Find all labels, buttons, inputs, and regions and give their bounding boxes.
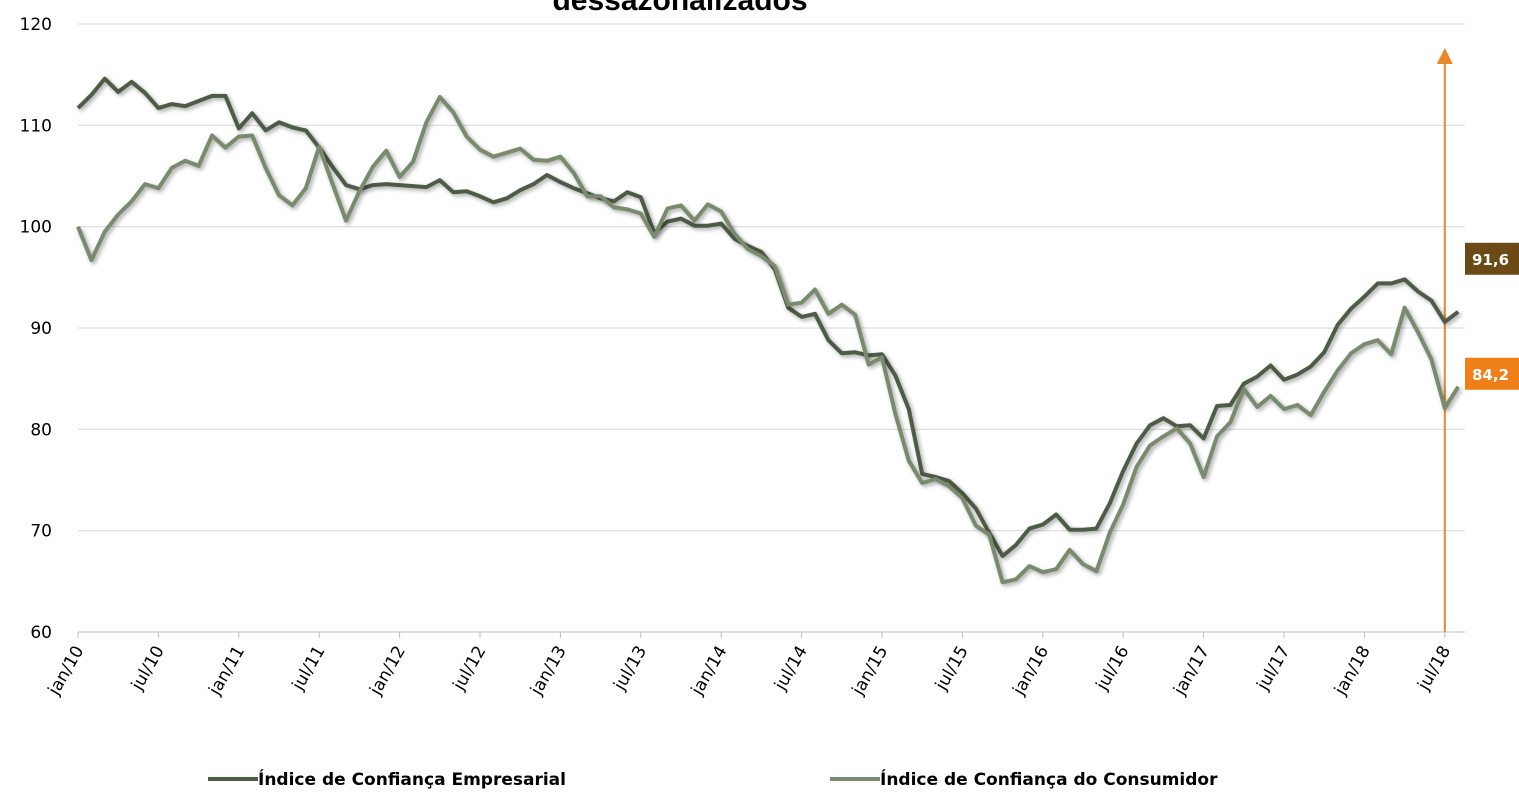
annotation-arrowhead	[1436, 48, 1453, 64]
x-tick-label: jan/15	[848, 643, 892, 700]
x-tick-label: jul/13	[610, 643, 652, 695]
series-line	[76, 95, 1460, 585]
x-tick-label: jan/16	[1009, 643, 1053, 700]
value-label-box	[1465, 242, 1519, 275]
x-tick-label: jul/18	[1414, 643, 1456, 695]
value-label: 84,2	[1472, 366, 1509, 384]
series-line-shadow	[76, 76, 1460, 558]
series-line	[76, 76, 1460, 558]
legend-label: Índice de Confiança do Consumidor	[880, 768, 1218, 790]
x-tick-label: jan/13	[526, 643, 570, 700]
x-tick-label: jul/12	[449, 643, 491, 695]
x-tick-label: jul/11	[288, 643, 330, 695]
y-tick-label: 90	[30, 319, 52, 339]
y-tick-label: 70	[30, 522, 52, 542]
x-tick-label: jan/17	[1169, 643, 1213, 700]
y-tick-label: 110	[20, 116, 52, 136]
x-tick-label: jul/15	[931, 643, 973, 695]
y-tick-label: 80	[30, 420, 52, 440]
x-tick-label: jul/16	[1092, 643, 1134, 695]
y-tick-label: 120	[20, 15, 52, 35]
value-label-box	[1465, 357, 1519, 390]
value-label: 91,6	[1472, 251, 1509, 269]
series-line-shadow	[76, 95, 1460, 585]
x-tick-label: jan/11	[205, 643, 249, 700]
chart-title: dessazonalizados	[552, 0, 807, 17]
x-tick-label: jan/12	[365, 643, 409, 700]
legend-label: Índice de Confiança Empresarial	[258, 768, 566, 790]
y-tick-label: 60	[30, 623, 52, 643]
x-tick-label: jul/14	[770, 643, 812, 695]
x-tick-label: jul/17	[1253, 643, 1295, 695]
y-tick-label: 100	[20, 218, 52, 238]
x-tick-label: jan/18	[1330, 643, 1374, 700]
x-tick-label: jul/10	[127, 643, 169, 695]
x-tick-label: jan/14	[687, 643, 731, 700]
x-tick-label: jan/10	[44, 643, 88, 700]
